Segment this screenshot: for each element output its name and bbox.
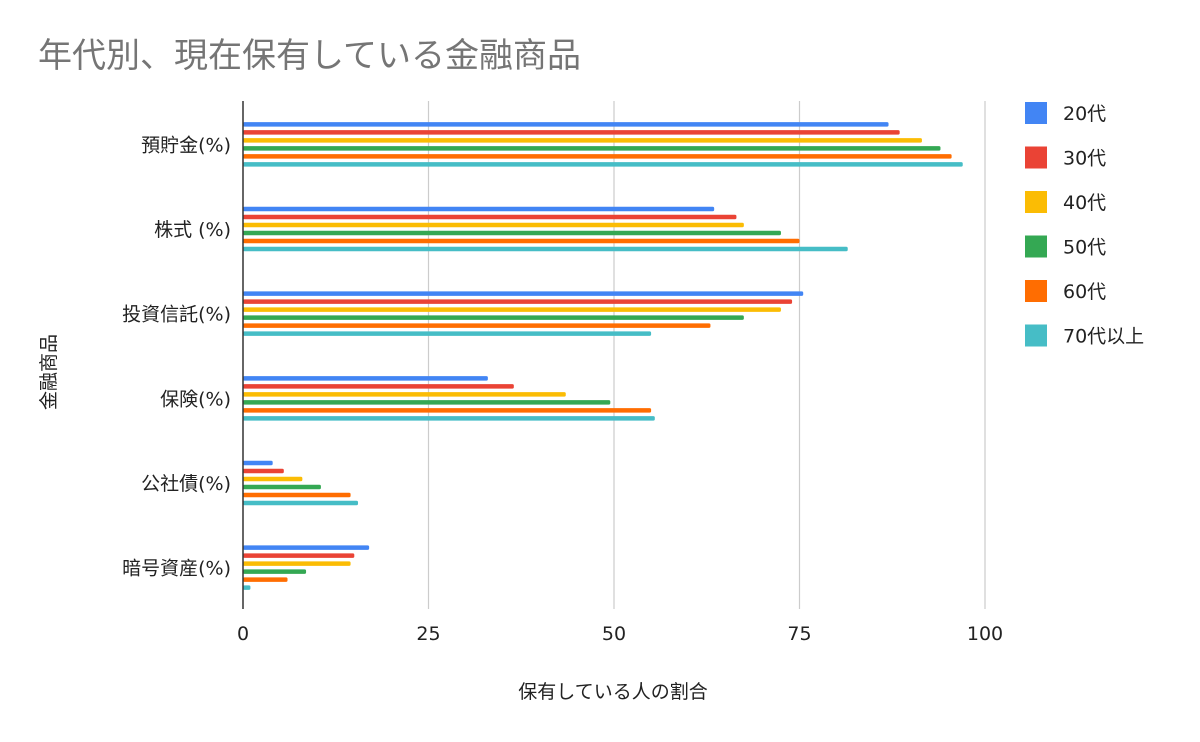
bar (243, 400, 611, 405)
x-tick-label: 100 (967, 623, 1003, 645)
legend-swatch (1025, 146, 1047, 169)
bar (243, 331, 652, 336)
x-tick-label: 50 (602, 623, 626, 645)
bar (243, 246, 848, 252)
x-tick-label: 75 (787, 623, 811, 645)
bar (243, 299, 793, 304)
legend-swatch (1025, 102, 1047, 124)
bar (243, 154, 952, 159)
legend-swatch (1025, 235, 1047, 258)
bar (243, 230, 781, 236)
bar (243, 222, 744, 228)
legend-label: 70代以上 (1063, 326, 1144, 348)
chart-title: 年代別、現在保有している金融商品 (38, 36, 581, 76)
bar (243, 214, 737, 220)
x-tick-label: 25 (416, 623, 440, 645)
gridlines (427, 101, 986, 609)
category-labels: 預貯金(%) 株式 (%) 投資信託(%) 保険(%) 公社債(%) 暗号資産(%) (122, 134, 231, 579)
category-label: 公社債(%) (141, 473, 231, 495)
bar (243, 122, 889, 127)
x-tick-labels: 0 25 50 75 100 (237, 623, 1003, 645)
bar (243, 460, 273, 466)
bar (243, 130, 900, 135)
category-label: 預貯金(%) (141, 134, 231, 156)
legend-swatch (1025, 280, 1047, 302)
bar (243, 545, 370, 550)
category-label: 保険(%) (160, 388, 231, 410)
bar (243, 500, 359, 506)
bar (243, 416, 655, 421)
bar (243, 384, 514, 389)
bar (243, 146, 941, 151)
bar (243, 238, 800, 244)
bar (243, 468, 284, 474)
bar (243, 392, 566, 397)
legend-label: 30代 (1063, 148, 1106, 170)
category-label: 暗号資産(%) (122, 558, 231, 580)
legend: 20代 30代 40代 50代 60代 70代以上 (1025, 102, 1144, 348)
legend-label: 40代 (1063, 192, 1106, 214)
bar (243, 315, 744, 320)
legend-swatch (1025, 324, 1047, 347)
legend-swatch (1025, 191, 1047, 213)
bar (243, 138, 922, 143)
bar (243, 206, 715, 212)
bar (243, 492, 351, 498)
bar (243, 484, 321, 490)
y-axis-title: 金融商品 (38, 334, 60, 410)
bar (243, 476, 303, 482)
x-axis-title: 保有している人の割合 (518, 681, 707, 703)
bar (243, 162, 963, 167)
bar (243, 408, 652, 413)
legend-label: 60代 (1063, 281, 1106, 303)
bar (243, 569, 307, 574)
bar (243, 307, 781, 312)
bar (243, 376, 488, 381)
x-tick-label: 0 (237, 623, 249, 645)
legend-label: 50代 (1063, 237, 1106, 259)
bar (243, 291, 804, 296)
bars (243, 122, 963, 590)
legend-label: 20代 (1063, 103, 1106, 125)
bar (243, 577, 288, 582)
bar (243, 553, 355, 558)
bar (243, 323, 711, 328)
category-label: 投資信託(%) (122, 304, 231, 326)
bar (243, 561, 351, 566)
bar (243, 585, 251, 590)
category-label: 株式 (%) (154, 219, 231, 241)
